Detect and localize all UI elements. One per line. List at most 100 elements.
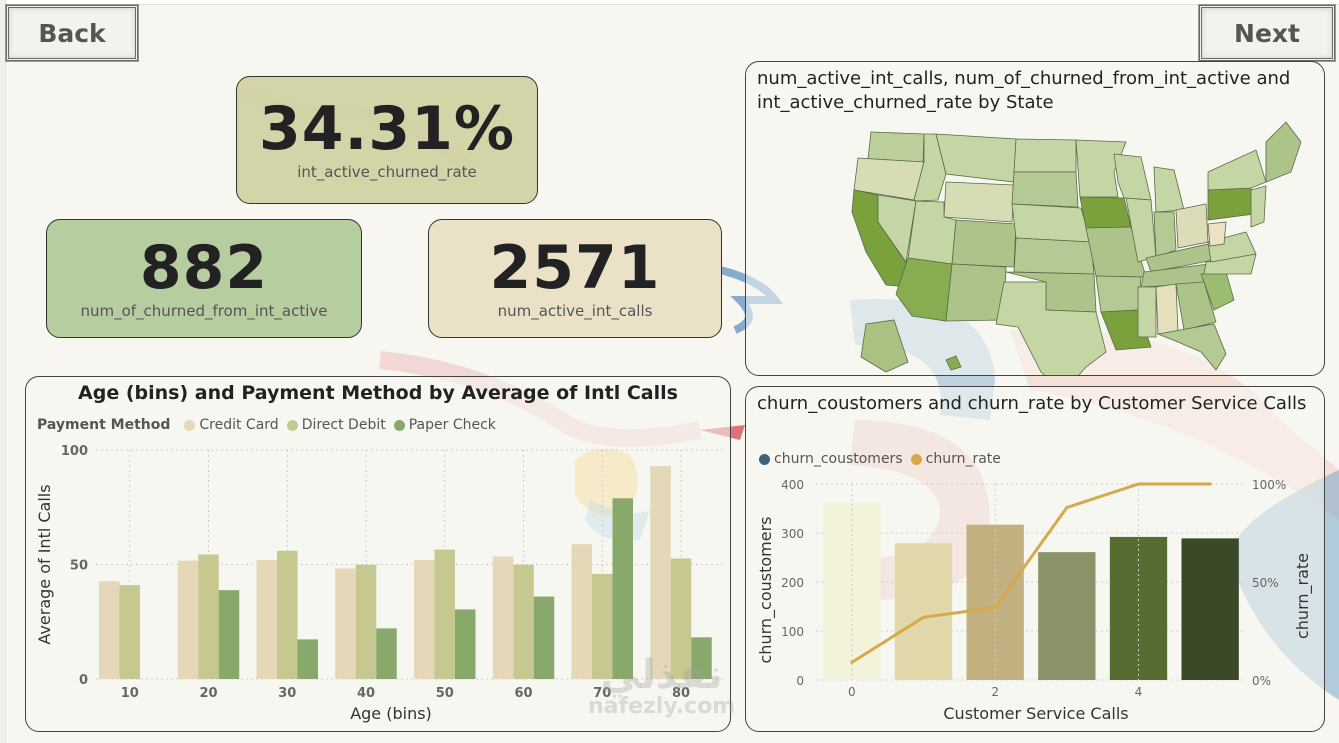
y2-tick-label: 50% — [1252, 576, 1279, 590]
bar-credit-card — [571, 544, 592, 679]
y-axis-label: churn_coustomers — [756, 517, 776, 664]
left-strip — [0, 0, 6, 743]
chart-title: Age (bins) and Payment Method by Average… — [78, 382, 678, 404]
x-axis-label: Customer Service Calls — [943, 704, 1128, 723]
bar-direct-debit — [355, 564, 377, 679]
next-button[interactable]: Next — [1199, 5, 1335, 61]
point-churn-rate — [1065, 506, 1069, 510]
x-tick-label: 0 — [848, 685, 856, 699]
point-churn-rate — [1137, 482, 1140, 486]
chart-legend: Payment Method Credit Card Direct Debit … — [37, 417, 496, 433]
x-tick-label: 4 — [1135, 685, 1143, 699]
state-nj-md — [1250, 185, 1267, 228]
kpi-label: num_of_churned_from_int_active — [80, 301, 328, 320]
state-wyoming — [943, 181, 1015, 223]
us-map[interactable] — [746, 62, 1324, 375]
legend-dot-direct-debit — [286, 419, 298, 431]
state-texas — [995, 281, 1107, 375]
y-tick-label: 0 — [796, 674, 804, 688]
bar-credit-card — [256, 559, 277, 679]
x-axis-label: Age (bins) — [350, 704, 432, 723]
bar-credit-card — [99, 581, 120, 679]
back-button[interactable]: Back — [6, 5, 138, 61]
state-wisconsin — [1113, 153, 1152, 201]
kpi-card-churned-count: 882 num_of_churned_from_int_active — [46, 219, 362, 338]
legend-dot-credit-card — [184, 419, 196, 431]
bar-paper-check — [455, 609, 476, 679]
bar-direct-debit — [434, 549, 455, 679]
point-churn-rate — [850, 660, 854, 664]
state-southdakota — [1011, 171, 1079, 208]
bar-churn-customers — [894, 543, 953, 680]
kpi-card-churned-rate: 34.31% int_active_churned_rate — [236, 76, 538, 204]
state-colorado — [951, 219, 1017, 268]
bar-direct-debit — [198, 554, 219, 679]
state-mississippi — [1137, 286, 1157, 338]
y-tick-label: 0 — [79, 673, 88, 688]
point-churn-rate — [993, 605, 997, 609]
state-newyork — [1207, 149, 1267, 191]
bar-credit-card — [492, 556, 514, 679]
kpi-value: 882 — [139, 232, 269, 303]
x-tick-label: 40 — [357, 686, 375, 701]
chart-title: churn_coustomers and churn_rate by Custo… — [757, 393, 1307, 414]
y2-tick-label: 0% — [1252, 674, 1271, 688]
y-axis-label: Average of Intl Calls — [35, 484, 54, 644]
y-tick-label: 100 — [781, 625, 804, 639]
state-newengland — [1265, 121, 1302, 183]
state-washington — [867, 131, 925, 163]
bar-paper-check — [691, 637, 712, 679]
legend-dot-churn-rate — [910, 453, 922, 465]
bar-paper-check — [612, 498, 633, 679]
age-bar-chart: 0 50 100 10 20 30 40 50 60 70 80 Age (bins) Average … — [35, 444, 726, 723]
bar-churn-customers — [966, 524, 1024, 680]
legend-item-paper-check[interactable]: Paper Check — [408, 417, 496, 433]
age-payment-chart-card: Age (bins) and Payment Method by Average… — [25, 376, 731, 732]
legend-title: Payment Method — [37, 417, 171, 433]
legend-item-direct-debit[interactable]: Direct Debit — [301, 417, 386, 433]
kpi-card-active-calls: 2571 num_active_int_calls — [428, 219, 722, 338]
y2-axis-label: churn_rate — [1293, 553, 1313, 639]
map-title: num_active_int_calls, num_of_churned_fro… — [757, 68, 1291, 113]
bar-paper-check — [218, 590, 240, 679]
x-tick-label: 10 — [121, 686, 139, 701]
map-card: num_active_int_calls, num_of_churned_fro… — [745, 61, 1325, 376]
y-tick-label: 400 — [781, 478, 804, 492]
x-tick-label: 60 — [514, 686, 532, 701]
state-nevada — [877, 194, 917, 264]
bar-paper-check — [376, 628, 397, 679]
state-northdakota — [1013, 138, 1077, 173]
state-michigan — [1153, 166, 1185, 213]
bar-churn-customers — [1038, 552, 1096, 680]
bar-credit-card — [177, 560, 199, 679]
bar-direct-debit — [513, 564, 534, 679]
kpi-value: 2571 — [489, 232, 661, 303]
state-montana — [935, 133, 1017, 183]
x-tick-label: 80 — [672, 686, 690, 701]
legend-dot-churn-customers — [759, 453, 770, 465]
state-iowa — [1079, 196, 1132, 229]
state-florida — [1156, 323, 1227, 371]
state-westvirginia — [1207, 221, 1227, 247]
bar-churn-customers — [1181, 538, 1239, 680]
bar-churn-customers — [1109, 536, 1168, 680]
bar-paper-check — [297, 639, 318, 679]
point-churn-rate — [922, 615, 925, 619]
line-churn-rate — [851, 482, 1211, 664]
legend-item-churn-rate[interactable]: churn_rate — [925, 451, 1001, 467]
bar-credit-card — [650, 466, 671, 679]
state-arkansas — [1095, 275, 1142, 313]
legend-item-credit-card[interactable]: Credit Card — [199, 417, 279, 433]
chart-legend: churn_coustomers churn_rate — [759, 451, 1001, 467]
kpi-value: 34.31% — [259, 94, 515, 164]
legend-item-churn-customers[interactable]: churn_coustomers — [774, 451, 903, 467]
bar-direct-debit — [119, 585, 140, 679]
kpi-label: int_active_churned_rate — [297, 163, 477, 181]
state-nebraska — [1011, 203, 1092, 243]
state-kansas — [1013, 237, 1095, 275]
customer-service-chart-card: churn_coustomers and churn_rate by Custo… — [745, 386, 1325, 732]
point-churn-rate — [1208, 482, 1212, 486]
y-tick-label: 200 — [781, 576, 804, 590]
state-alaska — [860, 319, 909, 373]
state-newmexico — [945, 263, 1007, 322]
